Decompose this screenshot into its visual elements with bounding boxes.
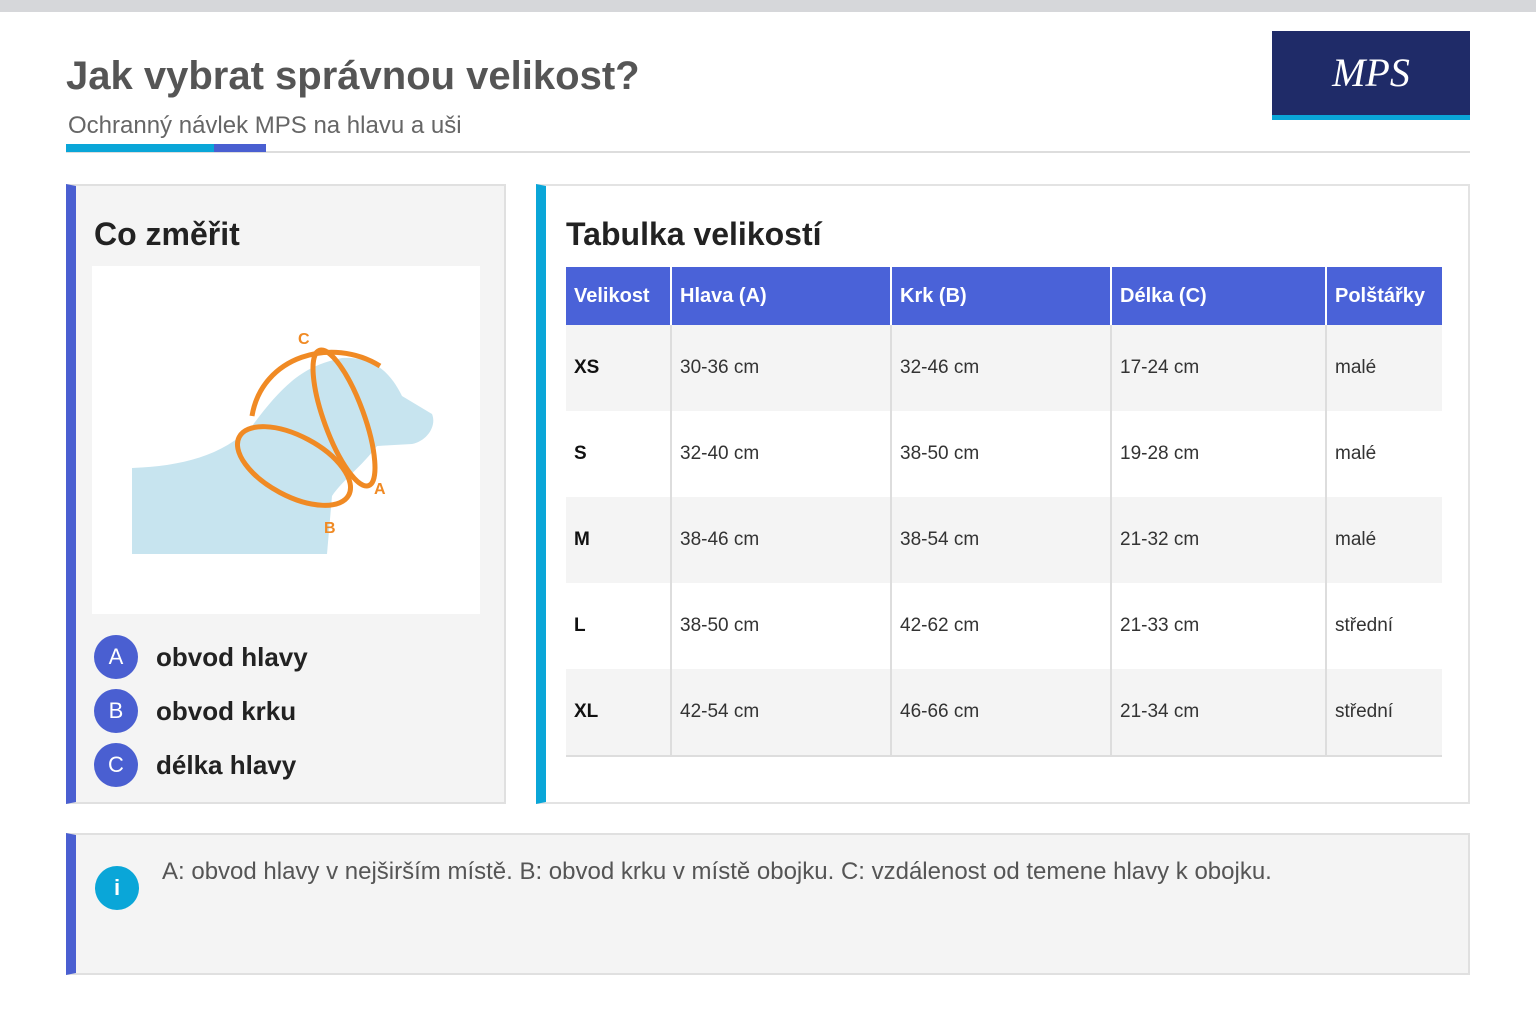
legend-key: A (94, 635, 138, 679)
info-icon: i (95, 866, 139, 910)
table-cell: 19-28 cm (1110, 411, 1326, 497)
column-header: Hlava (A) (670, 267, 891, 325)
table-cell: XS (566, 325, 671, 411)
logo: MPS (1272, 31, 1470, 120)
table-row: XL 42-54 cm 46-66 cm 21-34 cm střední (566, 669, 1442, 757)
table-title: Tabulka velikostí (566, 216, 822, 252)
table-cell: 46-66 cm (890, 669, 1111, 757)
table-cell: 21-32 cm (1110, 497, 1326, 583)
table-cell: XL (566, 669, 671, 757)
accent-blue (214, 144, 266, 152)
column-header: Délka (C) (1110, 267, 1326, 325)
table-cell: 42-54 cm (670, 669, 891, 757)
top-bar (0, 0, 1536, 12)
table-cell: 38-46 cm (670, 497, 891, 583)
table-cell: malé (1325, 411, 1442, 497)
dog-diagram: C A B (92, 266, 480, 614)
column-header: Velikost (566, 267, 671, 325)
size-table: Velikost Hlava (A) Krk (B) Délka (C) Polštář… (566, 267, 1442, 757)
column-header: Polštářky (1325, 267, 1442, 325)
page-title: Jak vybrat správnou velikost? (66, 54, 640, 98)
measure-title: Co změřit (94, 216, 240, 252)
table-cell: 38-54 cm (890, 497, 1111, 583)
table-cell: střední (1325, 669, 1442, 757)
diagram-label: A (374, 481, 386, 498)
note-text: A: obvod hlavy v nejširším místě. B: obv… (162, 858, 1272, 885)
table-cell: 38-50 cm (670, 583, 891, 669)
legend-key: C (94, 743, 138, 787)
accent-cyan (66, 144, 214, 152)
table-cell: střední (1325, 583, 1442, 669)
divider (66, 151, 1470, 153)
table-cell: S (574, 443, 587, 464)
table-cell: 21-33 cm (1110, 583, 1326, 669)
length-arc (249, 349, 382, 417)
table-cell: 32-40 cm (670, 411, 891, 497)
note-panel (66, 833, 1470, 975)
legend-label: obvod krku (156, 696, 297, 726)
table-cell: 21-34 cm (1110, 669, 1326, 757)
diagram-label: C (298, 331, 310, 348)
head-loop (310, 347, 378, 489)
table-cell: L (574, 615, 586, 636)
dog-silhouette (132, 357, 434, 554)
table-row: S 32-40 cm 38-50 cm 19-28 cm malé (566, 411, 1442, 497)
table-row: XS 30-36 cm 32-46 cm 17-24 cm malé (566, 325, 1442, 411)
legend-key: B (94, 689, 138, 733)
table-row: M 38-46 cm 38-54 cm 21-32 cm malé (566, 497, 1442, 583)
header-row: Velikost Hlava (A) Krk (B) Délka (C) Polštář… (566, 267, 1442, 325)
legend-label: délka hlavy (156, 750, 297, 780)
table-body: XS 30-36 cm 32-46 cm 17-24 cm malé S 32-40 cm 3… (566, 325, 1442, 757)
table-cell: malé (1325, 497, 1442, 583)
page-subtitle: Ochranný návlek MPS na hlavu a uši (68, 112, 462, 139)
column-header: Krk (B) (890, 267, 1111, 325)
legend-label: obvod hlavy (156, 642, 308, 672)
table-cell: 38-50 cm (890, 411, 1111, 497)
table-cell: 42-62 cm (890, 583, 1111, 669)
table-cell: M (566, 497, 671, 583)
table-cell: 32-46 cm (890, 325, 1111, 411)
diagram-label: B (324, 520, 336, 537)
table-cell: 30-36 cm (670, 325, 891, 411)
table-row: L 38-50 cm 42-62 cm 21-33 cm střední (566, 583, 1442, 669)
table-cell: malé (1325, 325, 1442, 411)
table-cell: 17-24 cm (1110, 325, 1326, 411)
neck-loop (234, 424, 354, 508)
